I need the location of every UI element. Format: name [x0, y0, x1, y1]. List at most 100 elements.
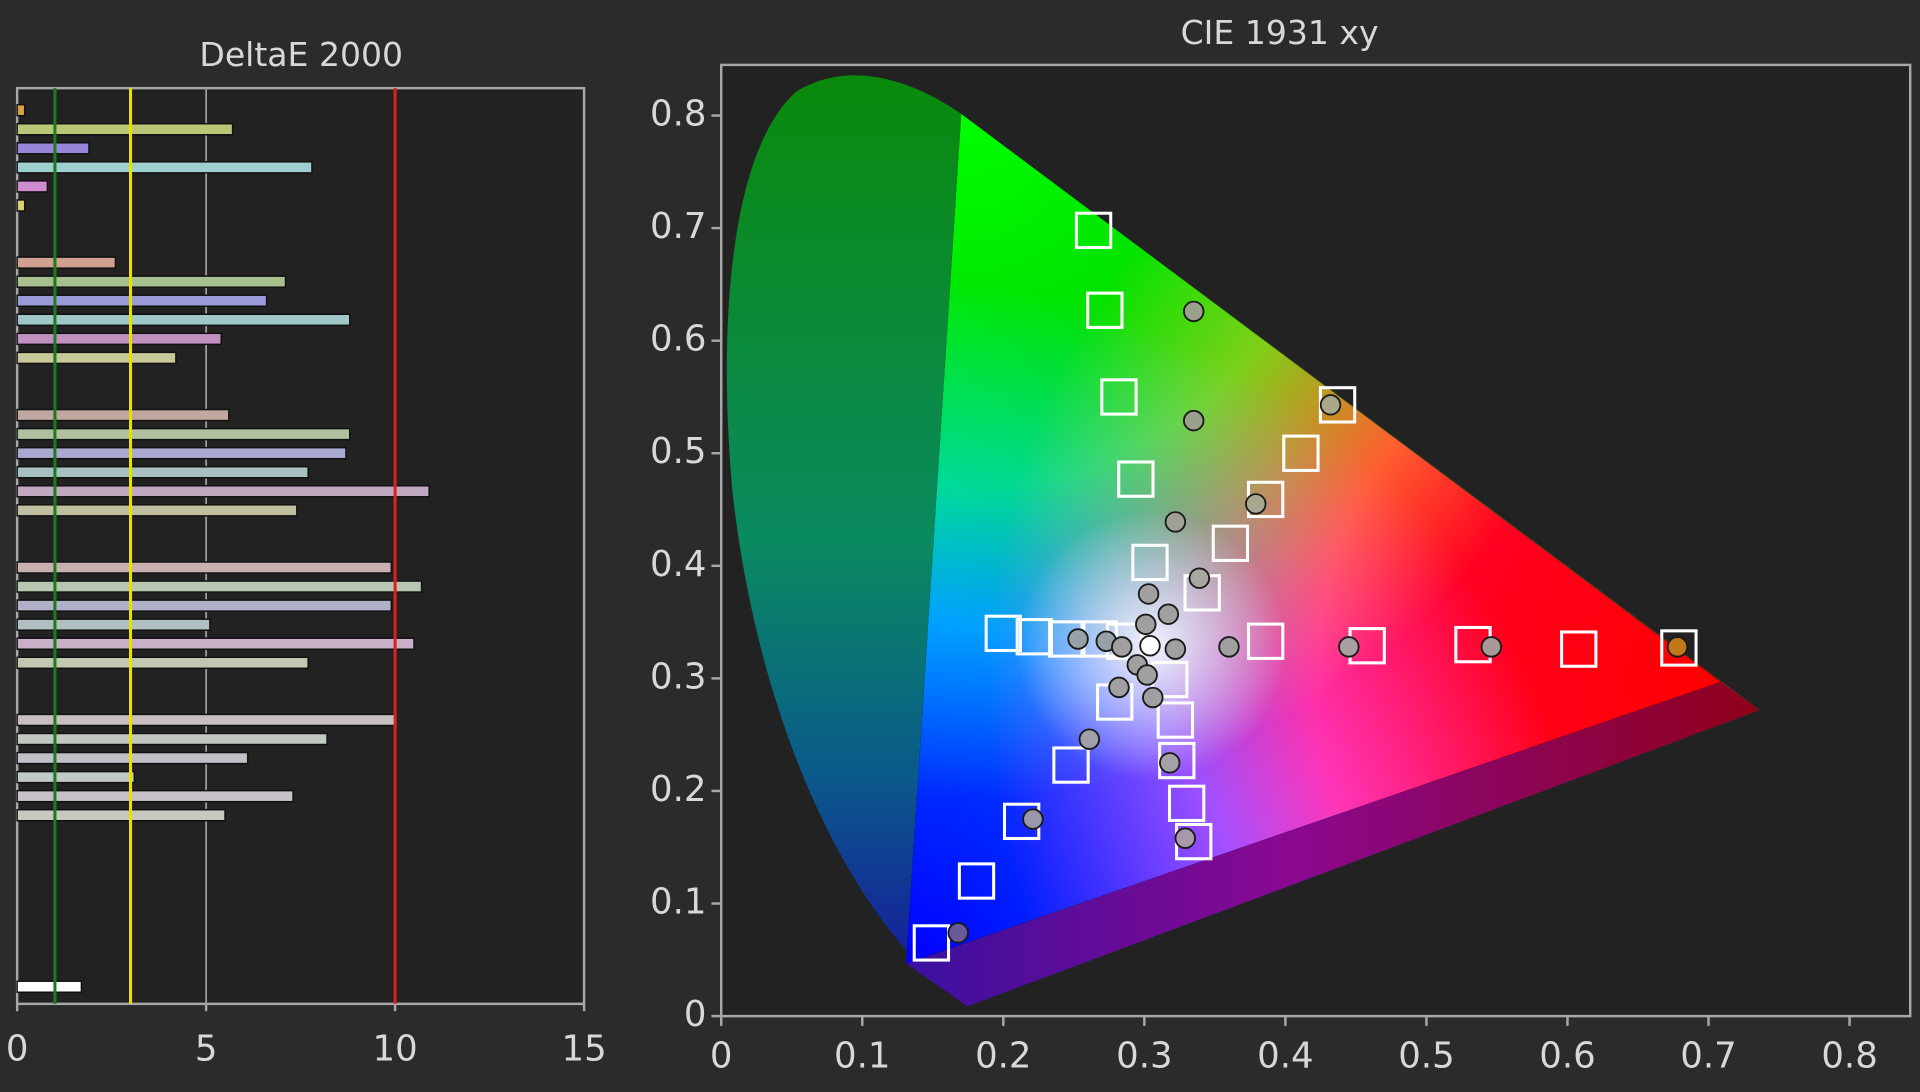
bar — [16, 713, 396, 727]
target-marker — [1117, 460, 1155, 498]
bar — [16, 618, 211, 631]
measured-marker — [1164, 638, 1187, 660]
bar — [16, 161, 313, 174]
measured-marker — [1136, 664, 1158, 686]
target-marker — [1100, 378, 1138, 416]
measured-marker — [947, 922, 969, 944]
y-tick-label: 0.1 — [650, 882, 706, 923]
measured-marker — [1182, 300, 1205, 323]
x-tick-label: 0 — [710, 1036, 733, 1077]
bar — [16, 142, 90, 155]
measured-marker — [1139, 635, 1161, 657]
bar — [16, 427, 351, 441]
measured-marker — [1022, 808, 1044, 830]
measured-marker — [1135, 613, 1157, 636]
bar — [16, 637, 415, 650]
y-tick-label: 0.2 — [650, 769, 706, 810]
x-tick-label: 15 — [561, 1028, 606, 1069]
x-tick-label: 0.2 — [975, 1036, 1031, 1077]
chart-title: DeltaE 2000 — [199, 35, 403, 74]
measured-marker — [1188, 567, 1211, 589]
measured-marker — [1108, 676, 1130, 699]
measured-marker — [1174, 827, 1196, 849]
bar — [16, 103, 26, 117]
target-marker — [1074, 211, 1113, 250]
measured-marker — [1218, 636, 1240, 658]
measured-marker — [1111, 636, 1133, 658]
measured-marker — [1142, 686, 1164, 709]
bar — [16, 485, 430, 498]
target-marker — [1086, 291, 1124, 329]
bar — [16, 751, 249, 765]
target-marker — [1282, 434, 1320, 472]
target-marker — [1560, 630, 1598, 668]
bar — [16, 408, 230, 422]
target-marker — [1015, 618, 1054, 656]
measured-marker — [1067, 628, 1089, 650]
measured-marker — [1338, 636, 1360, 658]
plot-frame — [720, 63, 1912, 1018]
target-marker — [1052, 746, 1090, 784]
measured-marker — [1159, 752, 1181, 774]
y-tick-label: 0.6 — [650, 319, 706, 360]
measured-marker — [1078, 728, 1101, 750]
x-tick-label: 0.8 — [1821, 1036, 1877, 1077]
measured-marker — [1164, 511, 1187, 533]
x-tick-label: 0 — [6, 1028, 29, 1069]
plot-area — [17, 88, 585, 1004]
x-tick-label: 0.5 — [1398, 1036, 1454, 1077]
measured-marker — [1157, 603, 1180, 625]
chart-title: CIE 1931 xy — [1181, 13, 1379, 52]
target-marker — [1211, 524, 1250, 562]
bar — [16, 808, 226, 822]
bar — [16, 275, 287, 288]
x-tick-label: 0.3 — [1116, 1036, 1172, 1077]
bar — [16, 732, 328, 746]
bar — [16, 504, 298, 517]
bar — [16, 199, 26, 212]
chromaticity-diagram — [726, 75, 1760, 1007]
target-marker — [1660, 629, 1698, 667]
bar — [16, 180, 49, 193]
bar — [16, 561, 393, 574]
bar — [16, 351, 177, 365]
y-tick-label: 0.7 — [650, 206, 706, 247]
y-tick-label: 0.8 — [650, 94, 706, 135]
target-marker — [912, 924, 951, 962]
bar — [16, 980, 83, 993]
plot-frame — [15, 86, 586, 1006]
bar — [16, 256, 117, 269]
bar — [16, 789, 294, 803]
x-tick-label: 0.7 — [1680, 1036, 1736, 1077]
target-marker — [1131, 543, 1169, 582]
target-marker — [1156, 701, 1195, 739]
bar — [16, 313, 351, 327]
measured-marker — [1319, 394, 1342, 416]
bar — [16, 122, 234, 136]
target-marker — [957, 862, 996, 900]
x-tick-label: 0.1 — [834, 1036, 890, 1077]
y-tick-label: 0.3 — [650, 656, 706, 697]
bar — [16, 770, 136, 784]
x-tick-label: 5 — [195, 1028, 218, 1069]
target-marker — [1246, 622, 1285, 660]
x-tick-label: 0.6 — [1539, 1036, 1595, 1077]
target-marker — [1167, 784, 1206, 823]
bar — [16, 332, 222, 346]
bar — [16, 446, 347, 460]
x-tick-label: 0.4 — [1257, 1036, 1313, 1077]
measured-marker — [1245, 493, 1267, 515]
y-tick-label: 0.5 — [650, 431, 706, 472]
target-marker — [984, 614, 1022, 653]
y-tick-label: 0 — [684, 994, 707, 1035]
bar — [16, 465, 309, 479]
bar — [16, 580, 423, 593]
measured-marker — [1666, 636, 1689, 658]
bar — [16, 656, 309, 670]
x-tick-label: 10 — [373, 1028, 418, 1069]
measured-marker — [1182, 409, 1205, 432]
measured-marker — [1137, 583, 1160, 605]
measured-marker — [1480, 636, 1503, 658]
